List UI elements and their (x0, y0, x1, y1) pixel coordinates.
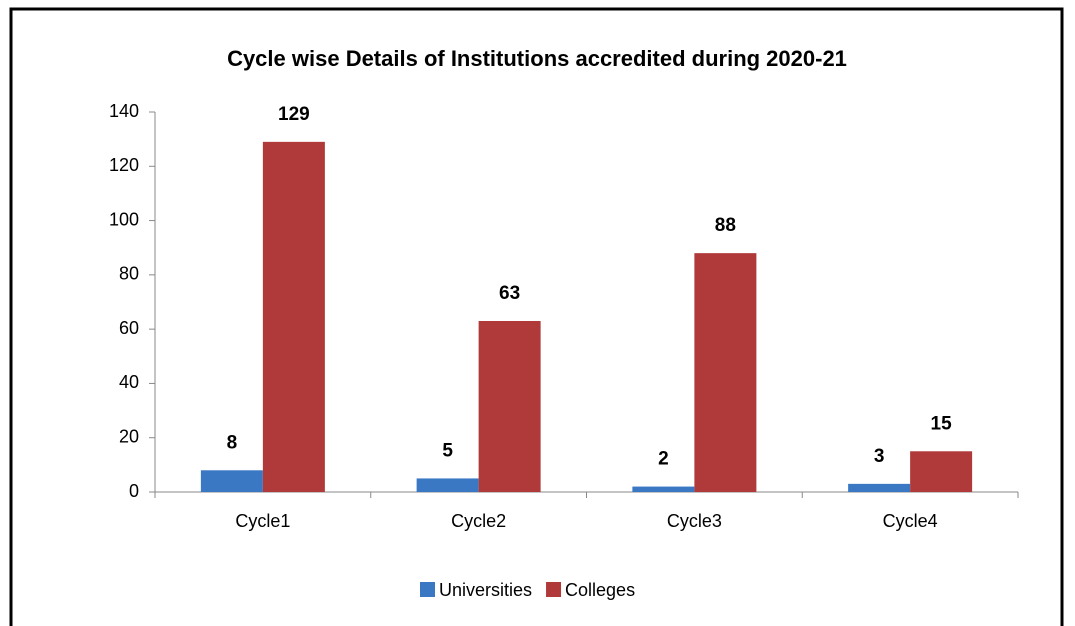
bar (694, 253, 757, 492)
bar (416, 478, 479, 492)
bar (478, 321, 541, 492)
x-tick-label: Cycle3 (667, 511, 722, 531)
y-tick-label: 60 (119, 318, 139, 338)
value-label: 8 (227, 432, 238, 453)
y-tick-label: 120 (109, 155, 139, 175)
legend-swatch (546, 582, 562, 597)
legend-label: Colleges (565, 580, 635, 600)
y-tick-label: 40 (119, 372, 139, 392)
y-tick-label: 20 (119, 426, 139, 446)
y-tick-label: 100 (109, 209, 139, 229)
bar (262, 141, 325, 492)
x-tick-label: Cycle4 (883, 511, 938, 531)
chart-title: Cycle wise Details of Institutions accre… (227, 46, 847, 71)
y-tick-label: 80 (119, 264, 139, 284)
value-label: 88 (715, 215, 736, 236)
legend-label: Universities (439, 580, 532, 600)
frame (9, 7, 1064, 626)
value-label: 129 (278, 104, 310, 125)
value-label: 63 (499, 283, 520, 304)
value-label: 3 (874, 446, 885, 467)
x-tick-label: Cycle2 (451, 511, 506, 531)
value-label: 15 (931, 413, 953, 434)
legend-swatch (420, 582, 435, 597)
y-tick-label: 140 (109, 101, 139, 121)
bar (632, 486, 695, 492)
value-label: 2 (658, 449, 669, 470)
bar (200, 470, 263, 492)
value-label: 5 (442, 440, 453, 461)
bar (910, 451, 973, 492)
bar (848, 483, 911, 492)
y-tick-label: 0 (129, 481, 139, 501)
x-tick-label: Cycle1 (235, 511, 290, 531)
